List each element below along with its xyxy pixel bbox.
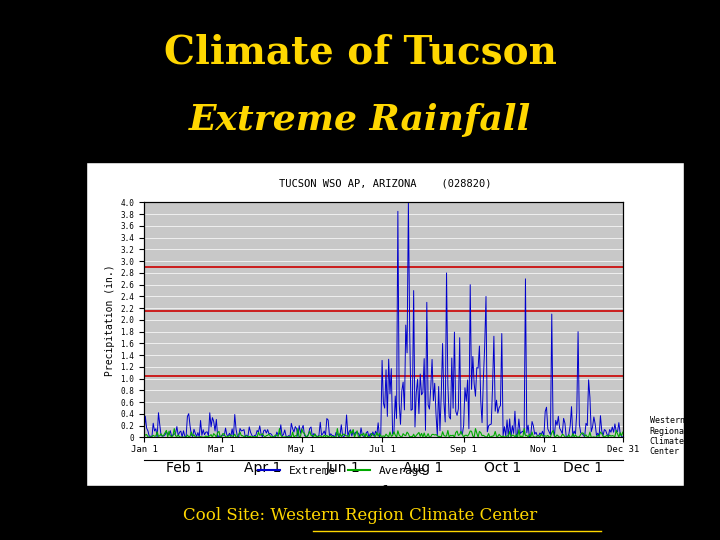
Text: Extreme Rainfall: Extreme Rainfall — [189, 103, 531, 137]
Text: Period of Record : 7/ 1/1948 to 4/30/2000: Period of Record : 7/ 1/1948 to 4/30/200… — [265, 207, 505, 218]
Legend: Extreme, Average: Extreme, Average — [253, 462, 431, 480]
Text: TUCSON WSO AP, ARIZONA    (028820): TUCSON WSO AP, ARIZONA (028820) — [279, 178, 492, 188]
Y-axis label: Precipitation (in.): Precipitation (in.) — [105, 264, 115, 376]
Text: Western
Regional
Climate
Center: Western Regional Climate Center — [649, 416, 690, 456]
Text: Cool Site: Western Region Climate Center: Cool Site: Western Region Climate Center — [183, 507, 537, 524]
Text: Climate of Tucson: Climate of Tucson — [163, 33, 557, 71]
X-axis label: Day of Year: Day of Year — [342, 484, 425, 497]
Text: Cool Site:: Cool Site: — [256, 507, 343, 524]
